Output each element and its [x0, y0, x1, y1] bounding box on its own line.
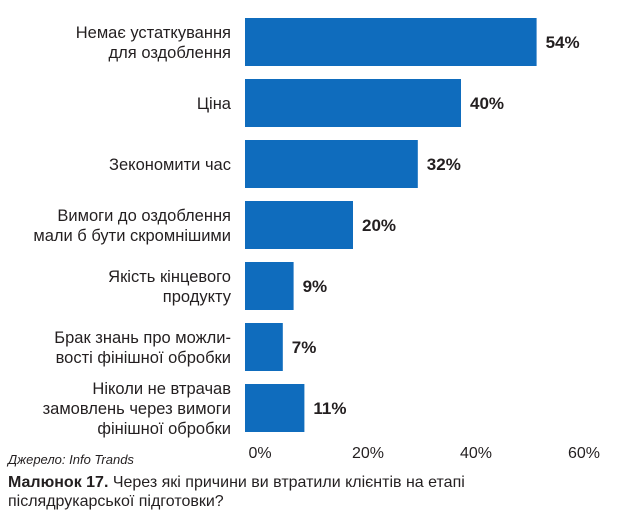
caption-text: Через які причини ви втратили клієнтів н…	[8, 474, 465, 510]
bar	[245, 323, 283, 371]
x-tick-label: 20%	[352, 445, 384, 462]
bar	[245, 201, 353, 249]
x-tick-label: 0%	[248, 445, 271, 462]
x-tick-label: 60%	[568, 445, 600, 462]
bar	[245, 18, 537, 66]
bar	[245, 140, 418, 188]
bar-value-label: 20%	[362, 216, 396, 235]
category-label: Ніколи не втрачав замовлень через вимоги ф…	[43, 380, 232, 438]
category-label-line: Вимоги до оздоблення	[57, 207, 231, 225]
category-label-line: мали б бути скромнішими	[33, 227, 231, 245]
category-label-line: для оздоблення	[109, 44, 231, 62]
category-label-line: вості фінішної обробки	[56, 349, 231, 367]
category-label: Ціна	[197, 95, 232, 113]
category-label-line: Зекономити час	[109, 156, 231, 174]
bar-value-label: 54%	[546, 33, 580, 52]
bar-value-label: 32%	[427, 155, 461, 174]
bar-value-label: 9%	[303, 277, 328, 296]
caption-label: Малюнок 17.	[8, 474, 109, 491]
category-label: Немає устаткування для оздоблення	[76, 24, 231, 62]
source-note: Джерело: Info Trands	[8, 452, 134, 467]
category-label: Зекономити час	[109, 156, 231, 174]
category-label-line: Якість кінцевого	[108, 268, 231, 286]
category-label: Брак знань про можли-вості фінішної обро…	[54, 329, 231, 367]
category-label: Вимоги до оздоблення мали б бути скромніш…	[33, 207, 231, 245]
category-label-line: Немає устаткування	[76, 24, 231, 42]
category-label: Якість кінцевого продукту	[108, 268, 232, 306]
bar-value-label: 11%	[313, 399, 346, 418]
category-label-line: Ціна	[197, 95, 232, 113]
bar	[245, 79, 461, 127]
figure-caption: Малюнок 17. Через які причини ви втратил…	[8, 473, 568, 511]
category-label-line: Брак знань про можли-	[54, 329, 231, 347]
category-label-line: замовлень через вимоги	[43, 400, 231, 418]
bar	[245, 384, 305, 432]
category-label-line: Ніколи не втрачав	[92, 380, 231, 398]
bar	[245, 262, 294, 310]
x-tick-label: 40%	[460, 445, 492, 462]
category-label-line: продукту	[163, 288, 232, 306]
bar-value-label: 7%	[292, 338, 317, 357]
bar-value-label: 40%	[470, 94, 504, 113]
category-label-line: фінішної обробки	[97, 420, 231, 438]
